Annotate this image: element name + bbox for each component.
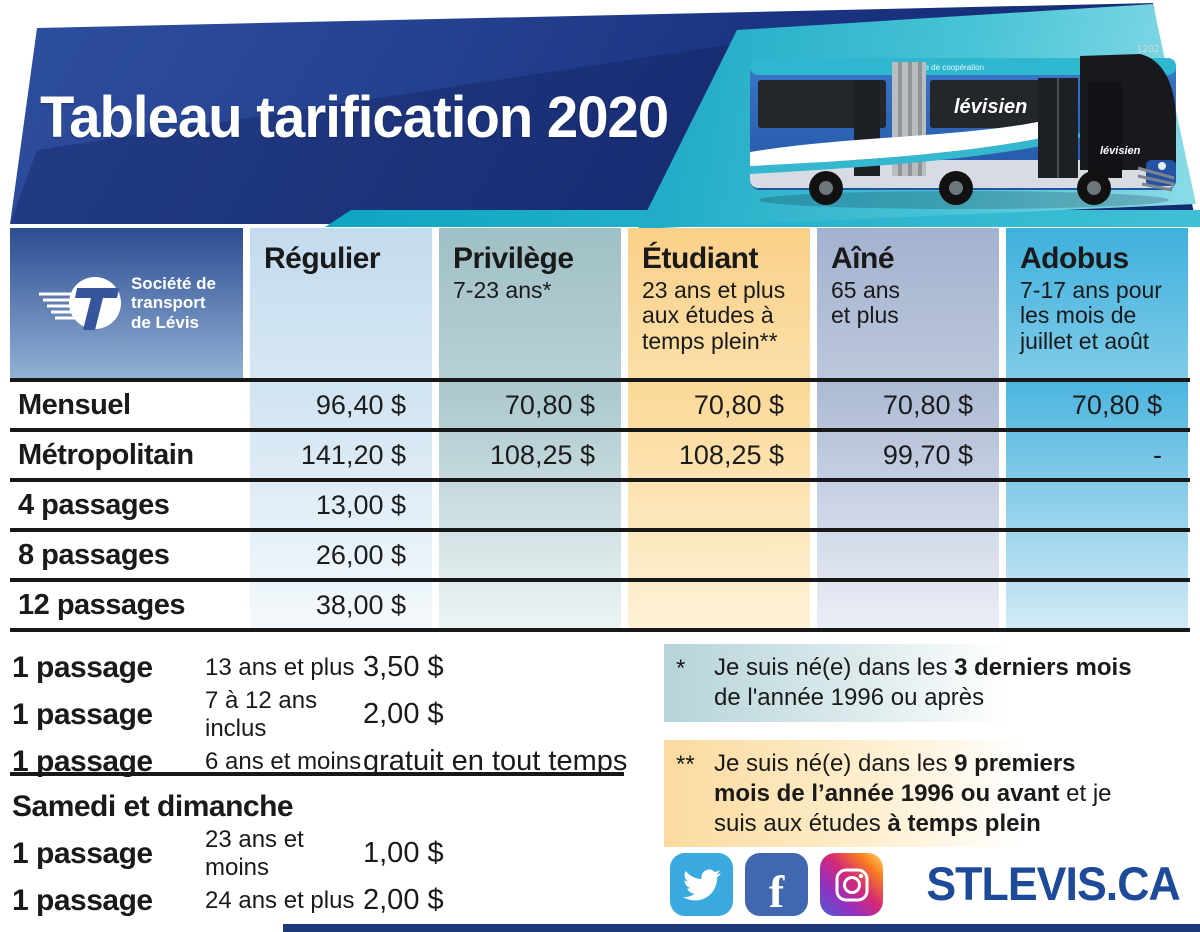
table-row-mensuel: Mensuel 96,40 $ 70,80 $ 70,80 $ 70,80 $ …	[10, 378, 1190, 428]
footnote-marker: *	[676, 655, 686, 682]
fare-table-header: Société de transport de Lévis Régulier P…	[10, 228, 1190, 378]
table-row-4-passages: 4 passages 13,00 $	[10, 478, 1190, 528]
bottom-accent-bar	[283, 924, 1200, 932]
table-row-metropolitain: Métropolitain 141,20 $ 108,25 $ 108,25 $…	[10, 428, 1190, 478]
facebook-icon: f	[768, 866, 785, 917]
footnote-text: Je suis né(e) dans les 3 derniers mois d…	[714, 654, 1132, 711]
weekend-heading: Samedi et dimanche	[12, 790, 294, 823]
column-tint-aine	[817, 378, 999, 632]
bus-image: Lévis, ville de coopération 1202 lévisie…	[750, 44, 1176, 209]
single-fares-section: 1 passage 13 ans et plus 3,50 $ 1 passag…	[12, 644, 642, 785]
weekend-fares-section: Samedi et dimanche 1 passage 23 ans et m…	[12, 784, 642, 924]
instagram-icon	[835, 868, 868, 901]
twitter-button[interactable]	[670, 853, 733, 916]
bus-number: 1202	[1137, 44, 1160, 55]
column-header-aine: Aîné 65 ans et plus	[817, 228, 999, 378]
column-header-etudiant: Étudiant 23 ans et plus aux études à tem…	[628, 228, 810, 378]
section-divider	[10, 772, 624, 776]
stlevis-logo-icon	[38, 277, 121, 330]
fare-table-body: Mensuel 96,40 $ 70,80 $ 70,80 $ 70,80 $ …	[10, 378, 1190, 632]
agency-name: Société de transport de Lévis	[130, 274, 217, 332]
fare-row-7-12: 1 passage 7 à 12 ans inclus 2,00 $	[12, 686, 444, 742]
instagram-button[interactable]	[820, 853, 883, 916]
page-title: Tableau tarification 2020	[40, 85, 669, 150]
column-tint-etudiant	[628, 378, 810, 632]
weekend-row-24-plus: 1 passage 24 ans et plus 2,00 $	[12, 883, 444, 917]
bus-brand: lévisien	[954, 96, 1027, 118]
column-header-regulier: Régulier	[250, 228, 432, 378]
fare-row-13-plus: 1 passage 13 ans et plus 3,50 $	[12, 650, 444, 684]
column-header-adobus: Adobus 7-17 ans pour les mois de juillet…	[1006, 228, 1188, 378]
svg-text:lévisien: lévisien	[1100, 145, 1141, 157]
bus-roof-text: Lévis, ville de coopération	[892, 63, 984, 72]
banner: Lévis, ville de coopération 1202 lévisie…	[0, 0, 1200, 236]
table-row-12-passages: 12 passages 38,00 $	[10, 578, 1190, 632]
agency-logo: Société de transport de Lévis	[10, 228, 243, 378]
footnote-privilege: * Je suis né(e) dans les 3 derniers mois…	[664, 644, 1144, 722]
fare-row-6-moins: 1 passage 6 ans et moins gratuit en tout…	[12, 744, 628, 778]
column-header-privilege: Privilège 7-23 ans*	[439, 228, 621, 378]
twitter-icon	[682, 869, 721, 900]
column-tint-regulier	[250, 378, 432, 632]
weekend-row-23-moins: 1 passage 23 ans et moins 1,00 $	[12, 825, 444, 881]
column-tint-privilege	[439, 378, 621, 632]
table-row-8-passages: 8 passages 26,00 $	[10, 528, 1190, 578]
facebook-button[interactable]: f	[745, 853, 808, 917]
footnote-etudiant: ** Je suis né(e) dans les 9 premiers moi…	[664, 740, 1144, 848]
website-link[interactable]: STLEVIS.CA	[926, 857, 1181, 910]
footnote-marker: **	[676, 751, 695, 778]
column-tint-adobus	[1006, 378, 1188, 632]
social-links: f	[670, 853, 883, 917]
footnote-text: Je suis né(e) dans les 9 premiers mois d…	[714, 750, 1112, 837]
